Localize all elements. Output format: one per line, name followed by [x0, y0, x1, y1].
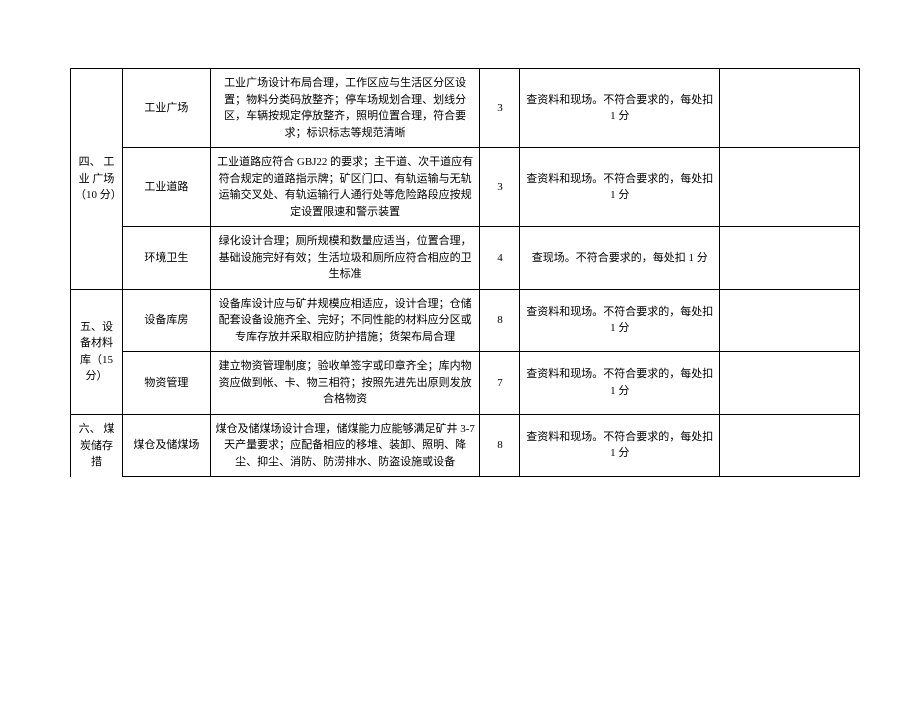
item-name: 设备库房	[122, 289, 210, 352]
table-row: 物资管理 建立物资管理制度；验收单签字或印章齐全；库内物资应做到帐、卡、物三相符…	[71, 352, 860, 415]
item-desc: 建立物资管理制度；验收单签字或印章齐全；库内物资应做到帐、卡、物三相符；按照先进…	[210, 352, 480, 415]
item-desc: 煤仓及储煤场设计合理，储煤能力应能够满足矿井 3-7 天产量要求；应配备相应的移…	[210, 414, 480, 477]
item-note: 查资料和现场。不符合要求的，每处扣 1 分	[520, 289, 720, 352]
item-name: 工业道路	[122, 148, 210, 227]
section-label: 五、设备材料库（15分）	[71, 289, 123, 414]
item-score: 3	[480, 69, 520, 148]
item-score: 8	[480, 414, 520, 477]
item-blank	[720, 148, 860, 227]
item-score: 3	[480, 148, 520, 227]
item-name: 物资管理	[122, 352, 210, 415]
item-name: 工业广场	[122, 69, 210, 148]
item-desc: 工业道路应符合 GBJ22 的要求；主干道、次干道应有符合规定的道路指示牌；矿区…	[210, 148, 480, 227]
section-label: 四、 工业 广场 （10 分）	[71, 69, 123, 290]
item-score: 7	[480, 352, 520, 415]
table-row: 工业道路 工业道路应符合 GBJ22 的要求；主干道、次干道应有符合规定的道路指…	[71, 148, 860, 227]
section-label: 六、 煤炭储存措	[71, 414, 123, 477]
table-row: 六、 煤炭储存措 煤仓及储煤场 煤仓及储煤场设计合理，储煤能力应能够满足矿井 3…	[71, 414, 860, 477]
table-row: 五、设备材料库（15分） 设备库房 设备库设计应与矿井规模应相适应，设计合理；仓…	[71, 289, 860, 352]
item-blank	[720, 227, 860, 290]
item-note: 查资料和现场。不符合要求的，每处扣 1 分	[520, 352, 720, 415]
item-name: 煤仓及储煤场	[122, 414, 210, 477]
item-note: 查现场。不符合要求的，每处扣 1 分	[520, 227, 720, 290]
item-score: 8	[480, 289, 520, 352]
item-blank	[720, 289, 860, 352]
item-note: 查资料和现场。不符合要求的，每处扣 1 分	[520, 148, 720, 227]
item-name: 环境卫生	[122, 227, 210, 290]
assessment-table-wrapper: 四、 工业 广场 （10 分） 工业广场 工业广场设计布局合理，工作区应与生活区…	[70, 68, 860, 477]
item-score: 4	[480, 227, 520, 290]
table-row: 四、 工业 广场 （10 分） 工业广场 工业广场设计布局合理，工作区应与生活区…	[71, 69, 860, 148]
item-desc: 设备库设计应与矿井规模应相适应，设计合理；仓储配套设备设施齐全、完好；不同性能的…	[210, 289, 480, 352]
item-desc: 绿化设计合理；厕所规模和数量应适当，位置合理，基础设施完好有效；生活垃圾和厕所应…	[210, 227, 480, 290]
item-note: 查资料和现场。不符合要求的，每处扣 1 分	[520, 69, 720, 148]
assessment-table: 四、 工业 广场 （10 分） 工业广场 工业广场设计布局合理，工作区应与生活区…	[70, 68, 860, 477]
item-desc: 工业广场设计布局合理，工作区应与生活区分区设置；物料分类码放整齐；停车场规划合理…	[210, 69, 480, 148]
item-blank	[720, 69, 860, 148]
table-row: 环境卫生 绿化设计合理；厕所规模和数量应适当，位置合理，基础设施完好有效；生活垃…	[71, 227, 860, 290]
item-note: 查资料和现场。不符合要求的，每处扣 1 分	[520, 414, 720, 477]
item-blank	[720, 352, 860, 415]
item-blank	[720, 414, 860, 477]
